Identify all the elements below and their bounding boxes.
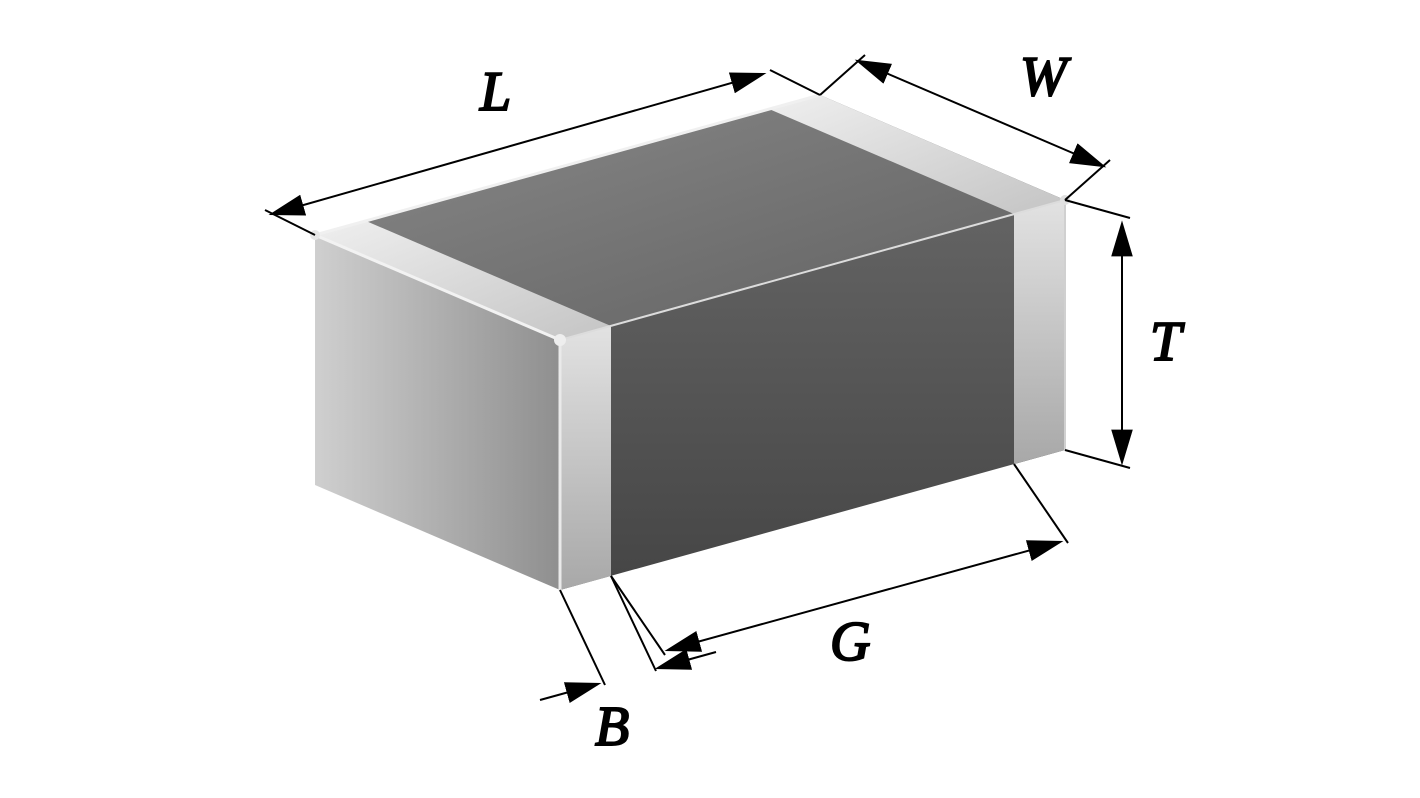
label-T: T: [1150, 311, 1185, 373]
label-G: G: [830, 611, 870, 673]
label-L: L: [479, 61, 511, 123]
dim-T: [1065, 200, 1130, 468]
component-diagram: L W T G B: [0, 0, 1420, 798]
capacitor-body: [310, 95, 1070, 590]
label-B: B: [595, 696, 629, 758]
label-W: W: [1020, 46, 1071, 108]
terminal-right-front: [1014, 200, 1065, 464]
dim-B: [540, 576, 716, 700]
terminal-left-front: [560, 326, 611, 590]
